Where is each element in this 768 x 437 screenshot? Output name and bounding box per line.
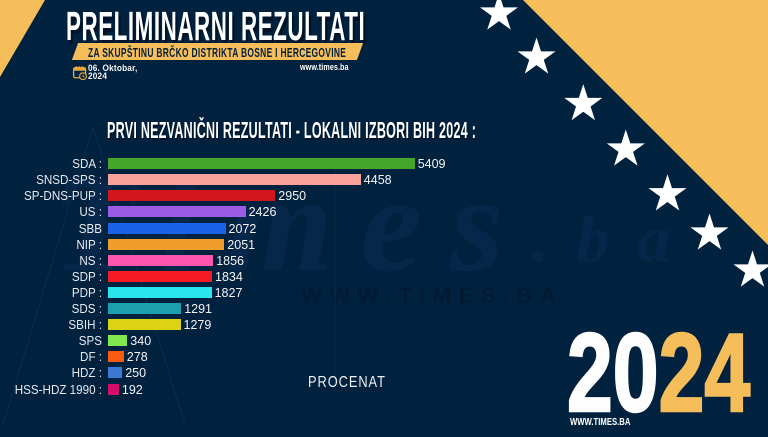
svg-text:WWW.TIMES.BA: WWW.TIMES.BA — [301, 283, 563, 308]
